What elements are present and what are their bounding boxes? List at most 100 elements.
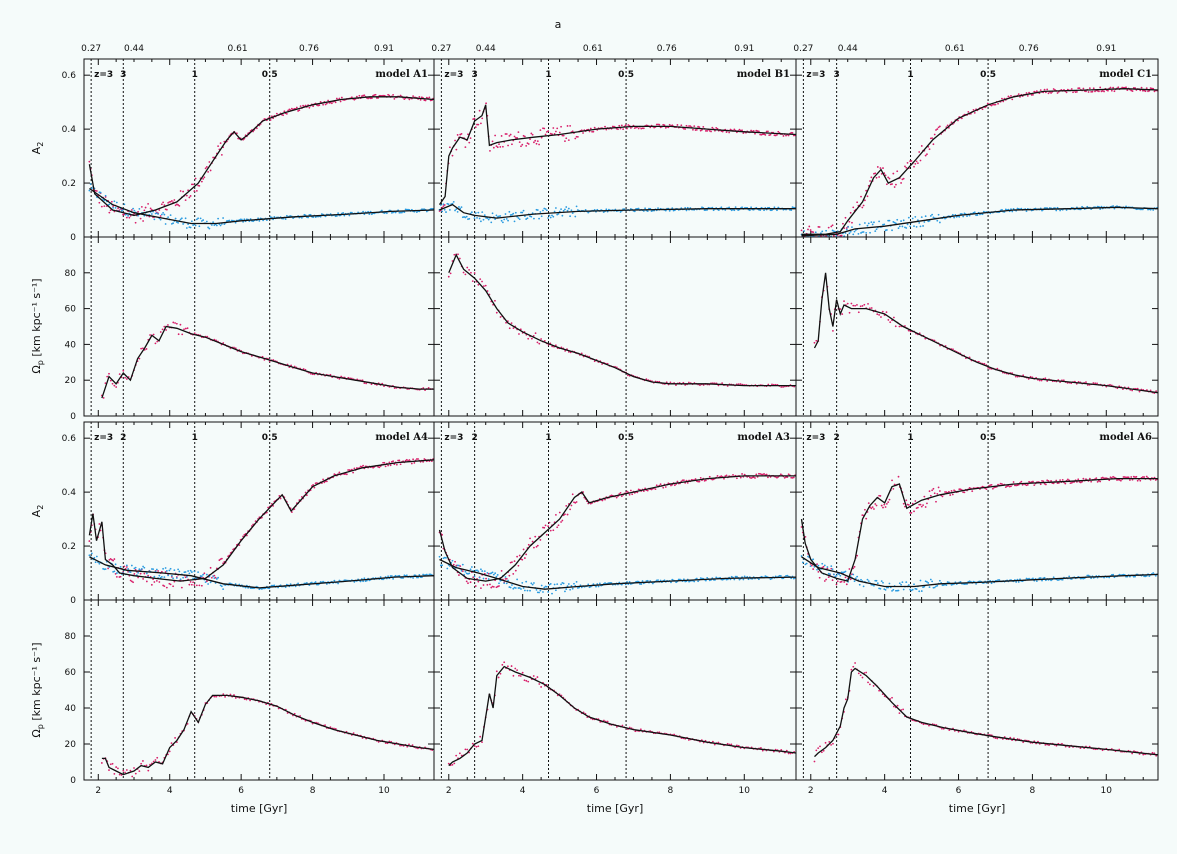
gas-point — [505, 577, 508, 580]
stars-point — [916, 219, 919, 222]
pattern-speed-point — [1038, 379, 1041, 382]
stars-point — [482, 577, 485, 580]
gas-point — [383, 461, 386, 464]
stars-point — [830, 565, 833, 568]
stars-point — [98, 562, 101, 565]
gas-point — [217, 145, 220, 148]
stars-point — [913, 583, 915, 586]
stars-point — [1132, 575, 1135, 578]
redshift-label: z=3 — [444, 70, 463, 80]
pattern-speed-point — [156, 756, 159, 759]
stars-point — [966, 215, 968, 217]
gas-point — [725, 131, 728, 133]
pattern-speed-point — [892, 316, 895, 319]
gas-point — [213, 574, 216, 577]
stars-point — [900, 583, 902, 586]
stars-point — [893, 221, 896, 224]
pattern-speed-point — [370, 383, 373, 386]
pattern-speed-point — [1096, 382, 1098, 385]
gas-point — [335, 97, 338, 100]
pattern-speed-point — [1155, 390, 1158, 393]
stars-point — [190, 571, 193, 573]
y-tick-label: 40 — [65, 704, 77, 714]
stars-point — [470, 566, 473, 568]
stars-point — [963, 583, 966, 585]
redshift-label: z=3 — [94, 433, 113, 443]
gas-point — [282, 114, 285, 117]
gas-point — [98, 201, 101, 204]
gas-point — [313, 486, 316, 489]
stars-point — [657, 579, 659, 582]
gas-point — [767, 130, 769, 133]
pattern-speed-point — [675, 384, 677, 387]
gas-point — [545, 131, 548, 133]
stars-point — [975, 582, 977, 585]
stars-point — [222, 217, 225, 219]
stars-point — [637, 207, 640, 210]
gas-point — [189, 195, 192, 197]
gas-point — [949, 494, 952, 496]
gas-point — [812, 568, 815, 570]
gas-point — [173, 199, 176, 201]
gas-point — [523, 135, 526, 138]
gas-point — [200, 180, 203, 183]
pattern-speed-point — [822, 749, 825, 752]
gas-point — [1136, 479, 1139, 482]
gas-point — [924, 506, 927, 508]
stars-point — [533, 217, 535, 220]
gas-point — [539, 539, 542, 541]
gas-point — [564, 140, 566, 142]
pattern-speed-point — [497, 676, 500, 679]
stars-point — [477, 570, 480, 573]
pattern-speed-point — [118, 773, 121, 776]
gas-point — [1096, 480, 1099, 483]
stars-point — [219, 584, 222, 587]
pattern-speed-point — [639, 728, 642, 731]
gas-point — [507, 144, 509, 147]
gas-point — [844, 576, 847, 579]
pattern-speed-point — [183, 328, 185, 331]
stars-point — [706, 576, 709, 579]
y-tick-label: 60 — [65, 305, 77, 315]
pattern-speed-point — [184, 327, 187, 330]
gas-point — [1020, 480, 1023, 483]
gas-point — [192, 581, 195, 584]
gas-point — [525, 144, 528, 147]
stars-point — [847, 226, 849, 228]
stars-point — [901, 581, 904, 584]
gas-point — [492, 586, 495, 588]
gas-point — [209, 169, 212, 172]
gas-point — [910, 160, 913, 162]
pattern-speed-point — [854, 304, 857, 307]
stars-point — [88, 189, 91, 192]
stars-point — [642, 210, 645, 212]
stars-point — [703, 209, 706, 211]
gas-point — [195, 584, 198, 587]
gas-point — [618, 124, 621, 127]
pattern-speed-point — [952, 348, 954, 351]
pattern-speed-point — [117, 767, 119, 770]
gas-point — [209, 566, 212, 569]
stars-point — [801, 561, 804, 564]
pattern-speed-point — [106, 375, 109, 378]
pattern-speed-point — [113, 384, 116, 387]
pattern-speed-point — [989, 367, 991, 370]
gas-point — [330, 102, 333, 105]
gas-point — [973, 111, 976, 114]
gas-point — [1122, 476, 1125, 478]
gas-point — [480, 122, 482, 125]
gas-point — [107, 567, 110, 570]
gas-point — [350, 96, 353, 99]
gas-point — [933, 492, 936, 495]
pattern-speed-point — [302, 368, 305, 370]
stars-point — [425, 573, 428, 576]
disk-strength-line — [439, 558, 797, 590]
gas-point — [283, 110, 286, 113]
gas-point — [188, 196, 191, 199]
stars-point — [199, 217, 202, 220]
bar-strength-line — [800, 477, 1158, 582]
stars-point — [919, 579, 922, 582]
stars-point — [387, 575, 390, 578]
gas-point — [133, 573, 136, 575]
